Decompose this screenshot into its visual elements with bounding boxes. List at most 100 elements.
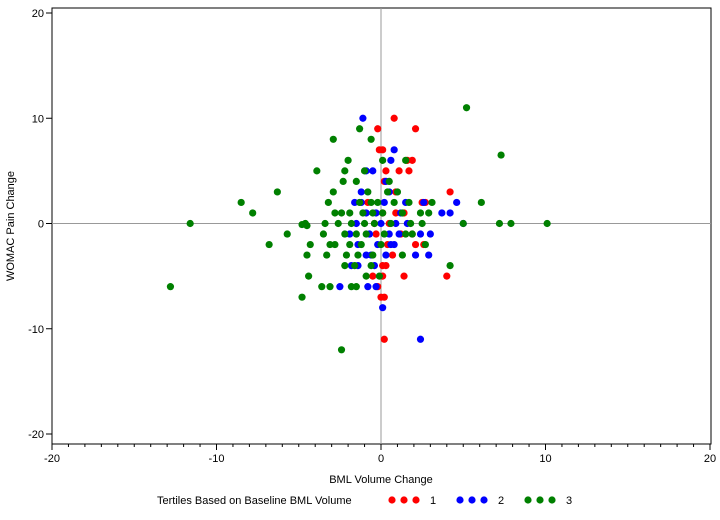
legend-marker	[536, 496, 544, 504]
data-point	[379, 262, 387, 270]
data-point	[379, 156, 387, 164]
data-point	[443, 272, 451, 280]
legend-marker	[412, 496, 420, 504]
data-point	[416, 230, 425, 238]
data-point	[411, 251, 420, 259]
data-point	[249, 209, 257, 217]
data-point	[313, 167, 321, 175]
data-point	[388, 251, 397, 259]
data-point	[352, 283, 360, 291]
data-point	[362, 251, 370, 259]
legend-marker	[456, 496, 464, 504]
data-point	[375, 272, 383, 280]
data-point	[395, 230, 403, 238]
data-point	[347, 219, 355, 228]
data-point	[364, 188, 372, 196]
data-point	[421, 240, 430, 249]
data-point	[352, 177, 360, 185]
data-point	[186, 219, 194, 228]
data-point	[351, 262, 359, 270]
data-point	[367, 198, 375, 207]
data-point	[405, 198, 413, 207]
data-point	[446, 209, 454, 217]
data-point	[446, 262, 454, 270]
data-point	[416, 209, 425, 217]
data-point	[400, 272, 408, 280]
data-point	[334, 219, 342, 228]
data-point	[407, 219, 415, 228]
y-tick-label: -10	[28, 324, 44, 336]
data-point	[298, 293, 306, 301]
data-point	[377, 219, 385, 228]
data-point	[387, 156, 395, 164]
data-point	[425, 251, 433, 259]
data-point	[369, 167, 377, 175]
data-point	[411, 125, 420, 133]
legend-item-1: 1	[388, 495, 436, 507]
data-point	[166, 283, 175, 291]
data-point	[352, 219, 360, 228]
data-point	[428, 198, 436, 207]
data-point	[374, 125, 382, 133]
data-point	[380, 335, 388, 343]
data-point	[411, 240, 420, 249]
data-point	[306, 240, 314, 249]
data-point	[265, 240, 273, 249]
y-tick-label: 0	[38, 219, 44, 231]
data-point	[385, 230, 393, 238]
data-point	[382, 251, 390, 259]
data-point	[543, 219, 551, 228]
data-point	[380, 293, 388, 301]
data-point	[283, 230, 291, 238]
data-point	[392, 219, 400, 228]
data-point	[387, 219, 395, 228]
data-point	[425, 209, 433, 217]
data-point	[237, 198, 245, 207]
series-2	[336, 114, 467, 343]
data-point	[318, 283, 326, 291]
data-point	[329, 188, 337, 196]
data-point	[354, 251, 362, 259]
data-point	[323, 251, 331, 259]
data-point	[477, 198, 485, 207]
x-axis-title: BML Volume Change	[329, 474, 433, 486]
data-point	[507, 219, 515, 228]
legend-item-2: 2	[456, 495, 504, 507]
data-point	[398, 251, 406, 259]
data-point	[459, 219, 467, 228]
data-point	[379, 304, 387, 312]
legend-marker	[548, 496, 556, 504]
data-point	[331, 240, 339, 249]
data-point	[298, 220, 306, 229]
data-point	[382, 167, 390, 175]
data-point	[418, 219, 426, 228]
data-point	[329, 135, 337, 143]
data-point	[385, 177, 393, 185]
data-point	[321, 219, 329, 228]
data-point	[408, 230, 416, 238]
data-point	[369, 272, 377, 280]
data-point	[319, 230, 328, 238]
y-tick-label: -20	[28, 429, 44, 441]
data-point	[331, 209, 339, 217]
data-point	[369, 209, 377, 217]
data-point	[369, 251, 377, 259]
data-point	[367, 135, 375, 143]
data-point	[446, 188, 454, 196]
y-tick-label: 20	[32, 8, 44, 20]
data-point	[495, 219, 504, 228]
data-point	[416, 335, 425, 343]
x-tick-label: -10	[209, 453, 225, 465]
legend-marker	[468, 496, 476, 504]
data-point	[356, 125, 364, 133]
data-point	[346, 240, 354, 249]
data-point	[408, 156, 416, 164]
data-point	[362, 230, 370, 238]
data-point	[377, 240, 385, 249]
data-point	[303, 251, 311, 259]
legend-label: 1	[430, 495, 436, 507]
legend: Tertiles Based on Baseline BML Volume 1 2…	[157, 495, 572, 507]
legend-marker	[388, 496, 396, 504]
legend-item-3: 3	[524, 495, 572, 507]
